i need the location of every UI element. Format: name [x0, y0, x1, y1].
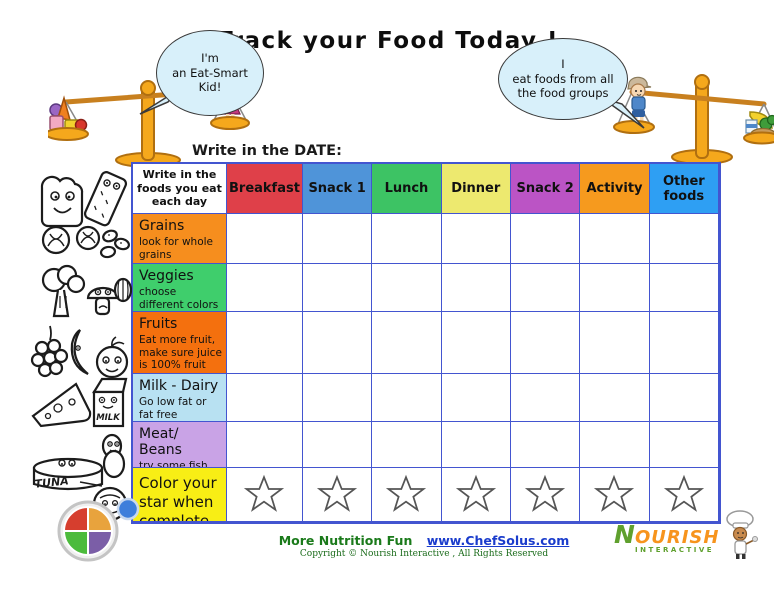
- protein-clipart: TUNA: [32, 433, 128, 522]
- food-entry-cell[interactable]: [649, 264, 719, 312]
- page-title: Track your Food Today !: [216, 28, 560, 54]
- row-header-star: Color your star when complete: [133, 468, 227, 522]
- food-entry-cell[interactable]: [580, 374, 650, 422]
- row-header-fruits: Fruits Eat more fruit, make sure juice i…: [133, 312, 227, 374]
- star-cell[interactable]: [649, 468, 719, 522]
- food-entry-cell[interactable]: [510, 374, 581, 422]
- food-entry-cell[interactable]: [649, 374, 719, 422]
- tuna-can-label: TUNA: [34, 474, 69, 490]
- myplate-logo: [57, 497, 140, 562]
- food-entry-cell[interactable]: [441, 312, 511, 374]
- star-icon: [386, 474, 427, 512]
- food-entry-cell[interactable]: [580, 214, 650, 264]
- column-header-snack2: Snack 2: [510, 164, 581, 214]
- dairy-clipart: MILK: [31, 377, 128, 428]
- star-icon: [455, 474, 496, 512]
- food-entry-cell[interactable]: [372, 374, 442, 422]
- row-note: Go low fat or fat free: [139, 396, 207, 421]
- star-cell[interactable]: [441, 468, 511, 522]
- star-cell[interactable]: [510, 468, 581, 522]
- food-entry-cell[interactable]: [510, 214, 581, 264]
- row-name: Fruits: [139, 316, 178, 332]
- column-header-lunch: Lunch: [372, 164, 442, 214]
- food-entry-cell[interactable]: [302, 312, 373, 374]
- food-entry-cell[interactable]: [441, 264, 511, 312]
- column-header-snack1: Snack 1: [302, 164, 373, 214]
- row-name: Milk - Dairy: [139, 378, 219, 394]
- star-row-label: Color your star when complete: [139, 474, 217, 522]
- star-cell[interactable]: [227, 468, 303, 522]
- table-corner-header: Write in the foods you eat each day: [133, 164, 227, 214]
- star-cell[interactable]: [372, 468, 442, 522]
- date-prompt: Write in the DATE:: [192, 143, 342, 159]
- chefsolus-link[interactable]: www.ChefSolus.com: [426, 533, 570, 548]
- row-name: Grains: [139, 218, 185, 234]
- food-entry-cell[interactable]: [441, 214, 511, 264]
- food-entry-cell[interactable]: [441, 422, 511, 468]
- right-speech-bubble: I eat foods from all the food groups: [498, 38, 628, 120]
- food-entry-cell[interactable]: [227, 214, 303, 264]
- column-header-dinner: Dinner: [441, 164, 511, 214]
- food-entry-cell[interactable]: [302, 374, 373, 422]
- food-entry-cell[interactable]: [372, 312, 442, 374]
- column-header-breakfast: Breakfast: [227, 164, 303, 214]
- food-entry-cell[interactable]: [580, 422, 650, 468]
- veggies-clipart: [41, 264, 132, 318]
- column-header-activity: Activity: [580, 164, 650, 214]
- copyright-text: Copyright © Nourish Interactive , All Ri…: [299, 549, 549, 559]
- food-entry-cell[interactable]: [227, 374, 303, 422]
- left-speech-bubble: I'm an Eat-Smart Kid!: [156, 30, 264, 116]
- row-note: try some fish and nuts: [139, 460, 208, 468]
- food-table: Write in the foods you eat each day Brea…: [131, 162, 721, 524]
- chef-solus-icon: [726, 510, 758, 559]
- footer: More Nutrition Fun www.ChefSolus.com Cop…: [131, 533, 717, 559]
- food-entry-cell[interactable]: [580, 312, 650, 374]
- nourish-interactive-logo: NOURISH INTERACTIVE: [614, 510, 772, 578]
- food-entry-cell[interactable]: [510, 422, 581, 468]
- more-nutrition-fun-text: More Nutrition Fun: [278, 533, 413, 548]
- milk-carton-label: MILK: [96, 413, 121, 423]
- row-header-milk-dairy: Milk - Dairy Go low fat or fat free: [133, 374, 227, 422]
- row-note: choose different colors to eat: [139, 286, 219, 311]
- food-entry-cell[interactable]: [580, 264, 650, 312]
- star-icon: [244, 474, 285, 512]
- food-entry-cell[interactable]: [372, 264, 442, 312]
- food-entry-cell[interactable]: [302, 264, 373, 312]
- star-cell[interactable]: [580, 468, 650, 522]
- row-header-meat-beans: Meat/ Beans try some fish and nuts: [133, 422, 227, 468]
- star-cell[interactable]: [302, 468, 373, 522]
- row-header-grains: Grains look for whole grains: [133, 214, 227, 264]
- row-note: look for whole grains: [139, 236, 214, 261]
- star-icon: [663, 474, 704, 512]
- star-icon: [525, 474, 566, 512]
- food-entry-cell[interactable]: [302, 422, 373, 468]
- food-entry-cell[interactable]: [510, 312, 581, 374]
- food-entry-cell[interactable]: [302, 214, 373, 264]
- logo-subtitle: INTERACTIVE: [635, 546, 715, 554]
- food-entry-cell[interactable]: [441, 374, 511, 422]
- row-name: Meat/ Beans: [139, 426, 182, 459]
- food-entry-cell[interactable]: [372, 422, 442, 468]
- left-bubble-text: I'm an Eat-Smart Kid!: [172, 50, 248, 95]
- food-entry-cell[interactable]: [510, 264, 581, 312]
- food-entry-cell[interactable]: [372, 214, 442, 264]
- row-note: Eat more fruit, make sure juice is 100% …: [139, 334, 222, 372]
- row-name: Veggies: [139, 268, 194, 284]
- food-entry-cell[interactable]: [227, 312, 303, 374]
- grains-clipart: [40, 171, 130, 259]
- food-entry-cell[interactable]: [227, 264, 303, 312]
- food-entry-cell[interactable]: [649, 214, 719, 264]
- column-header-other-foods: Other foods: [649, 164, 719, 214]
- food-entry-cell[interactable]: [649, 422, 719, 468]
- row-header-veggies: Veggies choose different colors to eat: [133, 264, 227, 312]
- right-bubble-text: I eat foods from all the food groups: [512, 56, 614, 101]
- food-entry-cell[interactable]: [227, 422, 303, 468]
- star-icon: [594, 474, 635, 512]
- logo-letter-n: N: [614, 520, 635, 549]
- logo-wordmark: OURISH: [634, 527, 720, 548]
- star-icon: [317, 474, 358, 512]
- food-entry-cell[interactable]: [649, 312, 719, 374]
- fruits-clipart: [30, 325, 129, 379]
